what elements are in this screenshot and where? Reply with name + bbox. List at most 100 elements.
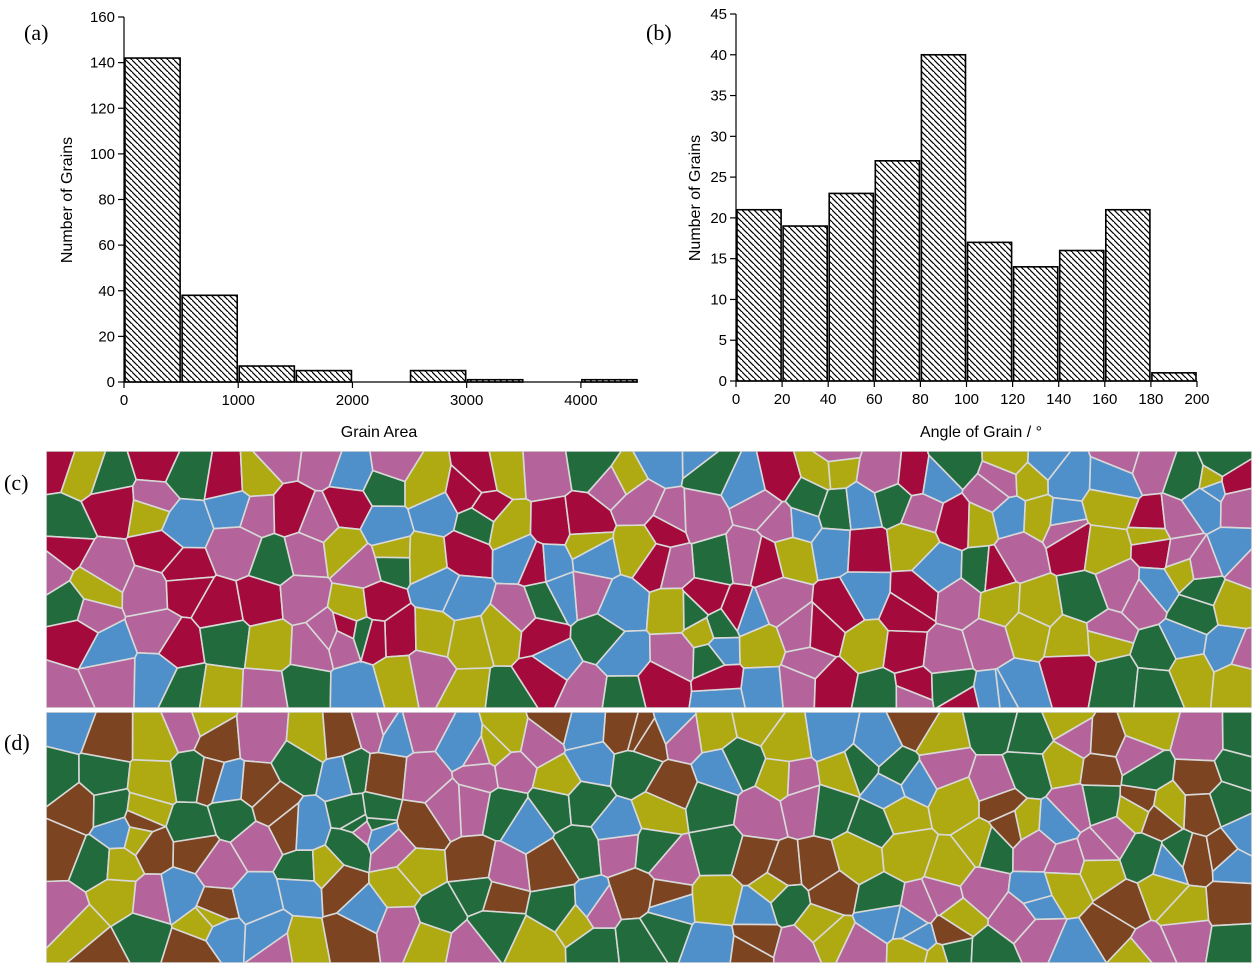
- grain: [987, 890, 1037, 945]
- grain: [1213, 748, 1252, 793]
- grain: [1219, 487, 1252, 530]
- grain: [922, 453, 964, 504]
- grain: [1208, 780, 1252, 829]
- histogram-bar: [1012, 266, 1059, 382]
- grain: [198, 619, 251, 670]
- grain: [793, 902, 846, 944]
- grain: [304, 605, 338, 652]
- grain: [1115, 734, 1167, 777]
- grain: [1087, 451, 1141, 475]
- grain: [529, 495, 571, 546]
- grain: [1223, 547, 1252, 591]
- grain: [1086, 629, 1135, 664]
- grain: [324, 792, 367, 830]
- grain: [198, 663, 245, 708]
- grain: [984, 543, 1018, 593]
- histogram-bar: [920, 53, 967, 382]
- grain: [784, 476, 829, 518]
- grain: [900, 758, 938, 809]
- x-tick-label: 0: [732, 391, 740, 408]
- grain: [1169, 712, 1224, 762]
- y-tick-label: 25: [710, 169, 727, 186]
- grain: [1209, 663, 1252, 708]
- histogram-bar: [295, 369, 353, 383]
- grain: [351, 820, 373, 847]
- histogram-bar: [1151, 372, 1197, 382]
- grain: [1153, 779, 1187, 831]
- histogram-bar: [238, 365, 296, 383]
- grain: [240, 667, 289, 708]
- panel-label-c: (c): [4, 470, 29, 495]
- grain: [740, 665, 784, 708]
- grain: [369, 451, 425, 483]
- grain: [1230, 626, 1252, 671]
- grain: [707, 636, 741, 666]
- grain: [810, 527, 852, 582]
- grain: [850, 666, 898, 708]
- y-tick-label: 20: [98, 328, 115, 345]
- y-tick-label: 35: [710, 88, 727, 105]
- grain: [1079, 859, 1127, 903]
- grain-area-histogram: 0 20 40 60 80 100 120 140 160 0 1000 2000 3000 4000 G…: [59, 9, 638, 441]
- x-tick-label: 60: [866, 391, 883, 408]
- grain: [1199, 480, 1227, 504]
- histogram-bar: [124, 57, 181, 383]
- x-tick-label: 20: [774, 391, 791, 408]
- y-tick-label: 5: [719, 332, 727, 349]
- x-tick-label: 3000: [450, 392, 483, 409]
- y-tick-label: 120: [90, 100, 115, 117]
- grain: [424, 776, 463, 843]
- grain: [243, 618, 294, 672]
- grain: [626, 712, 656, 753]
- grain: [443, 834, 497, 883]
- grain: [858, 772, 906, 810]
- grain: [1125, 526, 1172, 546]
- grain: [499, 795, 556, 856]
- grain: [994, 667, 1020, 708]
- y-tick-label: 140: [90, 55, 115, 72]
- y-tick-label: 160: [90, 9, 115, 26]
- grain: [374, 556, 412, 591]
- grain: [900, 922, 938, 952]
- grain: [1205, 826, 1239, 874]
- grain: [681, 451, 721, 481]
- y-tick-label: 10: [710, 291, 727, 308]
- histogram-bar: [181, 294, 239, 383]
- grain: [59, 451, 107, 503]
- y-tick-label: 80: [98, 192, 115, 209]
- y-tick-label: 0: [107, 374, 115, 391]
- x-tick-label: 180: [1138, 391, 1163, 408]
- grain: [585, 882, 623, 929]
- x-tick-label: 200: [1184, 391, 1209, 408]
- histogram-bar: [409, 369, 467, 383]
- histogram-bar: [1104, 208, 1151, 382]
- grain: [873, 482, 913, 531]
- y-axis-label-b-container: Number of Grains: [687, 135, 704, 261]
- grain: [610, 451, 650, 496]
- grain: [123, 826, 154, 857]
- grain: [554, 903, 595, 949]
- x-tick-label: 140: [1046, 391, 1071, 408]
- grain: [991, 495, 1027, 540]
- x-tick-label: 4000: [564, 392, 597, 409]
- grain-map-d: [46, 712, 1252, 963]
- grain: [322, 526, 369, 580]
- grain: [267, 801, 300, 856]
- grain: [1041, 712, 1097, 742]
- grain: [981, 451, 1030, 476]
- x-tick-label: 120: [1000, 391, 1025, 408]
- grain: [1120, 577, 1168, 631]
- grain: [352, 616, 374, 664]
- grain: [335, 881, 389, 935]
- y-tick-label: 40: [98, 283, 115, 300]
- grain: [1196, 451, 1252, 478]
- y-axis-label: Number of Grains: [59, 137, 76, 263]
- y-tick-label: 100: [90, 146, 115, 163]
- x-axis-label: Angle of Grain / °: [920, 424, 1042, 441]
- grain: [530, 637, 584, 682]
- y-tick-label: 45: [710, 6, 727, 23]
- x-axis-label: Grain Area: [341, 424, 418, 441]
- x-tick-label: 80: [912, 391, 929, 408]
- grain: [1163, 557, 1195, 595]
- grain: [846, 526, 893, 574]
